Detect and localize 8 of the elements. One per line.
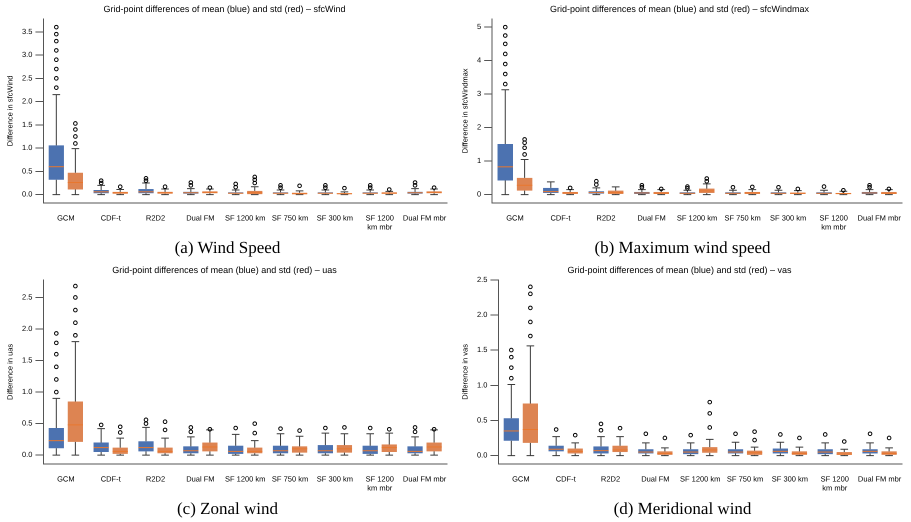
chart-title: Grid-point differences of mean (blue) and std (red) – sfcWindmax [550,4,810,14]
text: (d) Meridional wind [612,498,752,520]
chart-title: Grid-point differences of mean (blue) and std (red) – vas [568,264,792,275]
text: (c) Zonal wind [176,498,280,520]
text: (b) Maximum wind speed [593,237,772,259]
text: (a) Wind Speed [174,237,282,259]
chart-title: Grid-point differences of mean (blue) and std (red) – sfcWind [104,4,346,14]
chart-title: Grid-point differences of mean (blue) and std (red) – uas [112,264,338,275]
